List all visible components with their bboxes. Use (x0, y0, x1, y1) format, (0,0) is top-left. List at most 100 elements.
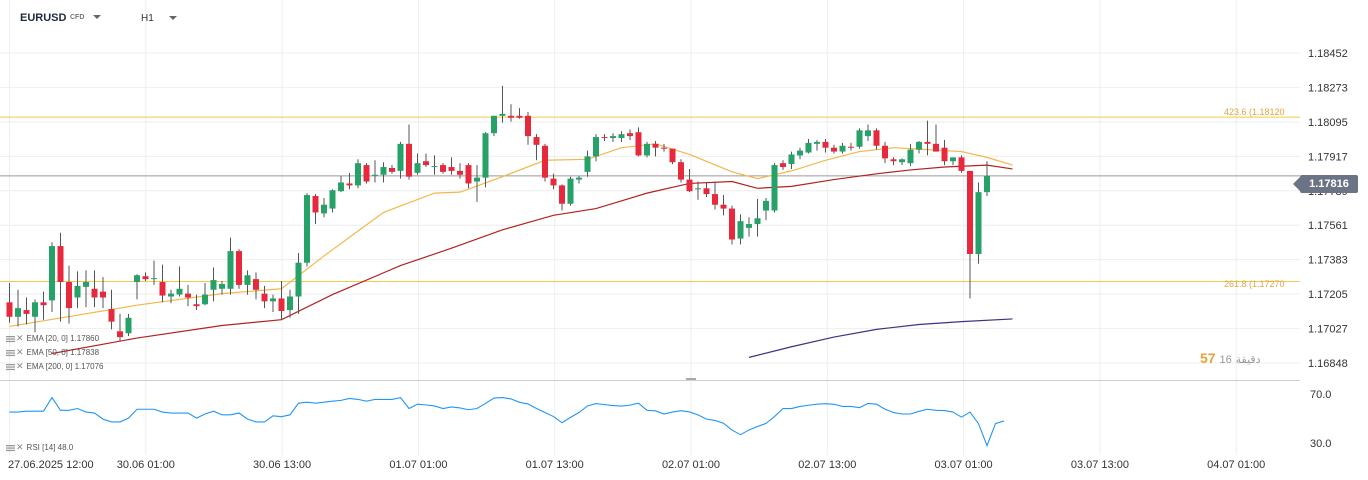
countdown-main: 57 (1200, 350, 1216, 366)
price-axis: 1.184521.182731.180951.179171.177391.175… (1308, 48, 1348, 370)
candle-bull (899, 159, 905, 163)
price-tick-label: 1.17561 (1308, 220, 1348, 232)
candle-bull (499, 113, 506, 116)
candle-bear (780, 163, 786, 168)
candle-bull (32, 302, 38, 317)
candle-bull (984, 175, 990, 193)
price-tick-label: 1.18273 (1308, 83, 1348, 95)
candle-bear (720, 204, 727, 209)
candle-bull (210, 280, 217, 290)
candle-bull (763, 200, 769, 211)
rsi-line (9, 396, 1005, 448)
settings-icon[interactable] (6, 444, 15, 452)
legend-ema20[interactable]: ✕ EMA [20, 0] 1.17860 (6, 333, 99, 345)
candle-bull (788, 154, 795, 165)
candle-bull (644, 143, 650, 156)
candle-bull (338, 182, 344, 192)
candle-bear (652, 143, 659, 148)
symbol-name[interactable]: EURUSD (20, 12, 67, 24)
time-axis: 27.06.2025 12:00 30.06 01:00 30.06 13:00 01… (8, 459, 1265, 471)
candle-bull (304, 195, 310, 263)
time-tick-label: 01.07 01:00 (389, 459, 447, 471)
candle-bear (193, 304, 200, 307)
candle-bear (142, 276, 149, 280)
candle-bull (805, 142, 812, 153)
close-icon[interactable]: ✕ (16, 361, 24, 371)
candle-bull (49, 246, 55, 301)
candle-bull (355, 163, 361, 186)
candle-bear (967, 170, 973, 254)
candle-bear (465, 165, 472, 184)
candle-bull (491, 115, 497, 134)
candle-bull (329, 190, 336, 209)
legend-ema200[interactable]: ✕ EMA [200, 0] 1.17076 (6, 361, 104, 373)
symbol-chevron-down-icon[interactable] (93, 15, 101, 19)
candle-bull (584, 156, 591, 172)
candle-bull (287, 296, 293, 311)
rsi-tick-label: 70.0 (1310, 389, 1331, 401)
settings-icon[interactable] (6, 363, 15, 371)
candle-bear (686, 179, 693, 192)
candle-bull (856, 130, 863, 147)
candles (6, 85, 990, 341)
close-icon[interactable]: ✕ (16, 347, 24, 357)
candle-bull (839, 145, 846, 152)
price-tick-label: 1.18095 (1308, 117, 1348, 129)
time-tick-label: 03.07 01:00 (935, 459, 993, 471)
price-tick-label: 1.18452 (1308, 48, 1348, 60)
close-icon[interactable]: ✕ (16, 333, 24, 343)
candle-bull (168, 293, 174, 297)
timeframe-chevron-down-icon[interactable] (169, 16, 177, 20)
candle-bear (66, 282, 72, 309)
candle-bull (907, 149, 914, 164)
legend-ema50[interactable]: ✕ EMA [50, 0] 1.17838 (6, 347, 99, 359)
candle-bear (729, 208, 735, 240)
time-tick-label: 30.06 13:00 (253, 459, 311, 471)
candle-bear (6, 302, 13, 317)
candle-bear (40, 302, 47, 306)
price-tick-label: 1.17205 (1308, 289, 1348, 301)
candle-bull (746, 224, 752, 228)
candle-bear (253, 279, 259, 290)
legend-label: EMA [50, 0] 1.17838 (26, 348, 100, 357)
fib-level-label-261: 261.8 (1.17270 (1224, 279, 1285, 289)
candle-bear (508, 115, 514, 118)
time-tick-label: 04.07 01:00 (1207, 459, 1265, 471)
candle-bear (440, 165, 446, 172)
candle-bull (270, 298, 276, 302)
candle-bull (771, 165, 778, 211)
candle-bear (712, 194, 718, 205)
close-icon[interactable]: ✕ (16, 442, 24, 452)
candle-bull (754, 218, 761, 225)
candle-bull (74, 285, 81, 298)
candle-bull (797, 150, 803, 156)
candle-bear (346, 183, 353, 186)
countdown-unit: دقيقة (1235, 354, 1261, 366)
candle-bull (151, 278, 157, 280)
candle-bull (618, 134, 625, 139)
candle-bull (950, 157, 956, 162)
candle-bear (236, 251, 242, 285)
legend-label: RSI [14] 48.0 (26, 443, 74, 452)
ema200-line (748, 318, 1013, 358)
timeframe-selector[interactable]: H1 (141, 13, 154, 24)
settings-icon[interactable] (6, 335, 15, 343)
fib-levels (0, 116, 1300, 282)
candle-bear (890, 159, 897, 162)
candle-bull (865, 130, 871, 137)
candle-bull (695, 188, 701, 190)
instrument-type: CFD (70, 14, 85, 21)
candle-bull (414, 163, 421, 173)
candle-bear (933, 143, 939, 152)
price-tick-label: 1.17383 (1308, 255, 1348, 267)
candle-bear (57, 246, 64, 283)
candle-bear (108, 309, 115, 322)
candle-bull (83, 282, 89, 287)
candle-bull (397, 143, 404, 171)
candle-bull (15, 308, 21, 317)
legend-rsi[interactable]: ✕ RSI [14] 48.0 (6, 442, 73, 454)
candle-bear (423, 161, 429, 166)
candle-bull (219, 283, 225, 289)
settings-icon[interactable] (6, 349, 15, 357)
